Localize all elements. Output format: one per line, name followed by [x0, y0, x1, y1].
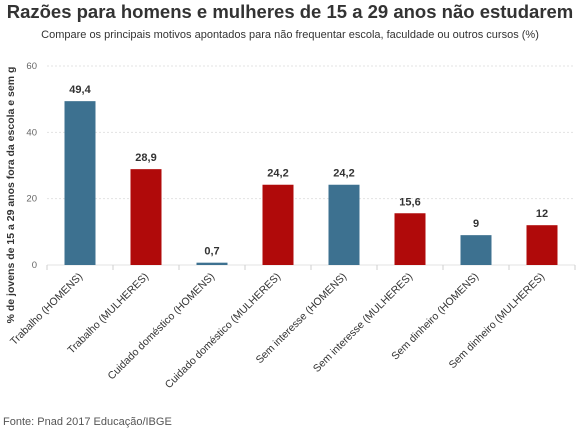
data-label: 9 — [473, 218, 479, 230]
y-tick-label: 0 — [32, 260, 37, 271]
category-label: Cuidado doméstico (MULHERES) — [163, 271, 283, 391]
category-label: Cuidado doméstico (HOMENS) — [105, 271, 217, 383]
y-axis-ticks: 0 20 40 60 — [26, 61, 37, 271]
data-label: 24,2 — [267, 168, 288, 180]
chart-subtitle: Compare os principais motivos apontados … — [41, 29, 539, 41]
bar — [64, 101, 96, 265]
y-axis-label: % de jovens de 15 a 29 anos fora da esco… — [5, 67, 17, 324]
data-label: 24,2 — [333, 168, 354, 180]
bar — [460, 235, 492, 265]
y-tick-label: 20 — [26, 194, 37, 205]
data-label: 28,9 — [135, 152, 156, 164]
data-label: 49,4 — [69, 84, 91, 96]
bar — [328, 184, 360, 265]
bar — [130, 169, 162, 265]
data-label: 15,6 — [399, 196, 420, 208]
bar — [526, 225, 558, 265]
source-note: Fonte: Pnad 2017 Educação/IBGE — [3, 416, 172, 428]
category-labels: Trabalho (HOMENS)Trabalho (MULHERES)Cuid… — [8, 271, 547, 391]
y-tick-label: 40 — [26, 127, 37, 138]
y-tick-label: 60 — [26, 61, 37, 72]
data-label: 12 — [536, 208, 548, 220]
data-label: 0,7 — [204, 246, 219, 258]
data-labels: 49,4 28,9 0,7 24,2 24,2 15,6 9 12 — [69, 84, 548, 258]
gridlines — [46, 65, 576, 270]
category-label: Trabalho (HOMENS) — [8, 271, 85, 348]
bar — [394, 213, 426, 265]
bar — [262, 184, 294, 265]
chart-title: Razões para homens e mulheres de 15 a 29… — [6, 1, 574, 22]
bars — [64, 101, 558, 265]
bar — [196, 262, 228, 265]
